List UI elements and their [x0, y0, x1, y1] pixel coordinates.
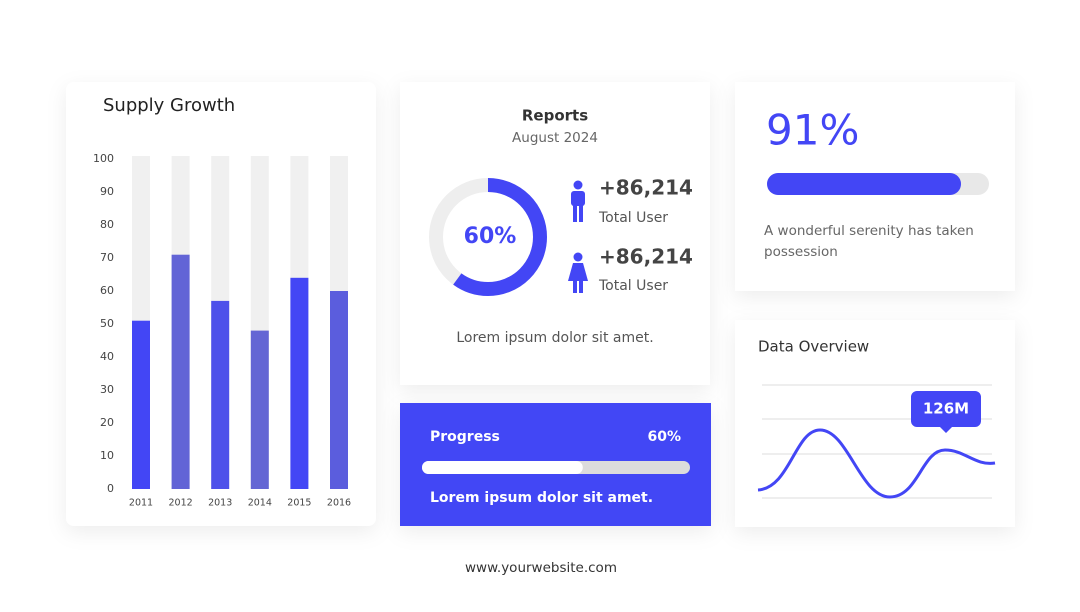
progress-bar: [422, 461, 583, 474]
y-tick-label: 0: [107, 482, 114, 495]
caption: Lorem ipsum dolor sit amet.: [430, 490, 653, 506]
donut-arc: [429, 178, 547, 296]
progress-title: Progress: [430, 429, 500, 445]
stat-value: +86,214: [599, 176, 693, 200]
y-tick-label: 40: [100, 350, 114, 363]
percent-fill: [767, 173, 962, 195]
donut: [429, 178, 547, 296]
y-tick-label: 80: [100, 218, 114, 231]
y-tick-label: 50: [100, 317, 114, 330]
caption: Lorem ipsum dolor sit amet.: [456, 330, 653, 346]
donut-label: 60%: [464, 224, 517, 249]
bar: [132, 320, 150, 489]
callout: [911, 391, 981, 433]
card-subtitle: August 2024: [512, 130, 598, 146]
x-tick-label: 2011: [129, 498, 153, 509]
x-tick-label: 2013: [208, 498, 232, 509]
male-icon: [571, 180, 585, 222]
progress-fill: [422, 461, 583, 474]
footer: www.yourwebsite.com: [465, 560, 617, 576]
bar: [290, 277, 309, 489]
card-title: Supply Growth: [103, 95, 235, 116]
y-tick-label: 10: [100, 449, 114, 462]
progress-label: 60%: [647, 429, 681, 445]
x-tick-label: 2014: [248, 498, 272, 509]
percent-bar: [767, 173, 962, 195]
trend-line: [757, 428, 996, 499]
x-tick-label: 2016: [327, 498, 351, 509]
stat-label: Total User: [598, 210, 668, 226]
y-tick-label: 60: [100, 284, 114, 297]
x-tick-label: 2015: [287, 498, 311, 509]
y-tick-label: 30: [100, 383, 114, 396]
stat-label: Total User: [598, 278, 668, 294]
big-percent: 91%: [766, 106, 859, 155]
y-tick-label: 20: [100, 416, 114, 429]
bar-chart: 0 10 20 30 40 50 60 70 80 90 100 2011 2012 2013 2014 20…: [93, 152, 351, 509]
bar: [171, 254, 190, 489]
stat-value: +86,214: [599, 245, 693, 269]
caption-box: A wonderful serenity has taken possessio…: [764, 223, 974, 260]
card-title: Reports: [522, 107, 588, 125]
female-icon: [568, 252, 588, 293]
bar: [211, 300, 230, 489]
bar: [330, 291, 348, 489]
bar: [250, 330, 269, 489]
y-tick-label: 90: [100, 185, 114, 198]
caption: A wonderful serenity has taken possessio…: [764, 223, 974, 260]
y-tick-label: 100: [93, 152, 114, 165]
card: [400, 82, 710, 385]
y-tick-label: 70: [100, 251, 114, 264]
x-tick-label: 2012: [169, 498, 193, 509]
callout-label: 126M: [923, 400, 969, 418]
card-title: Data Overview: [758, 338, 869, 356]
